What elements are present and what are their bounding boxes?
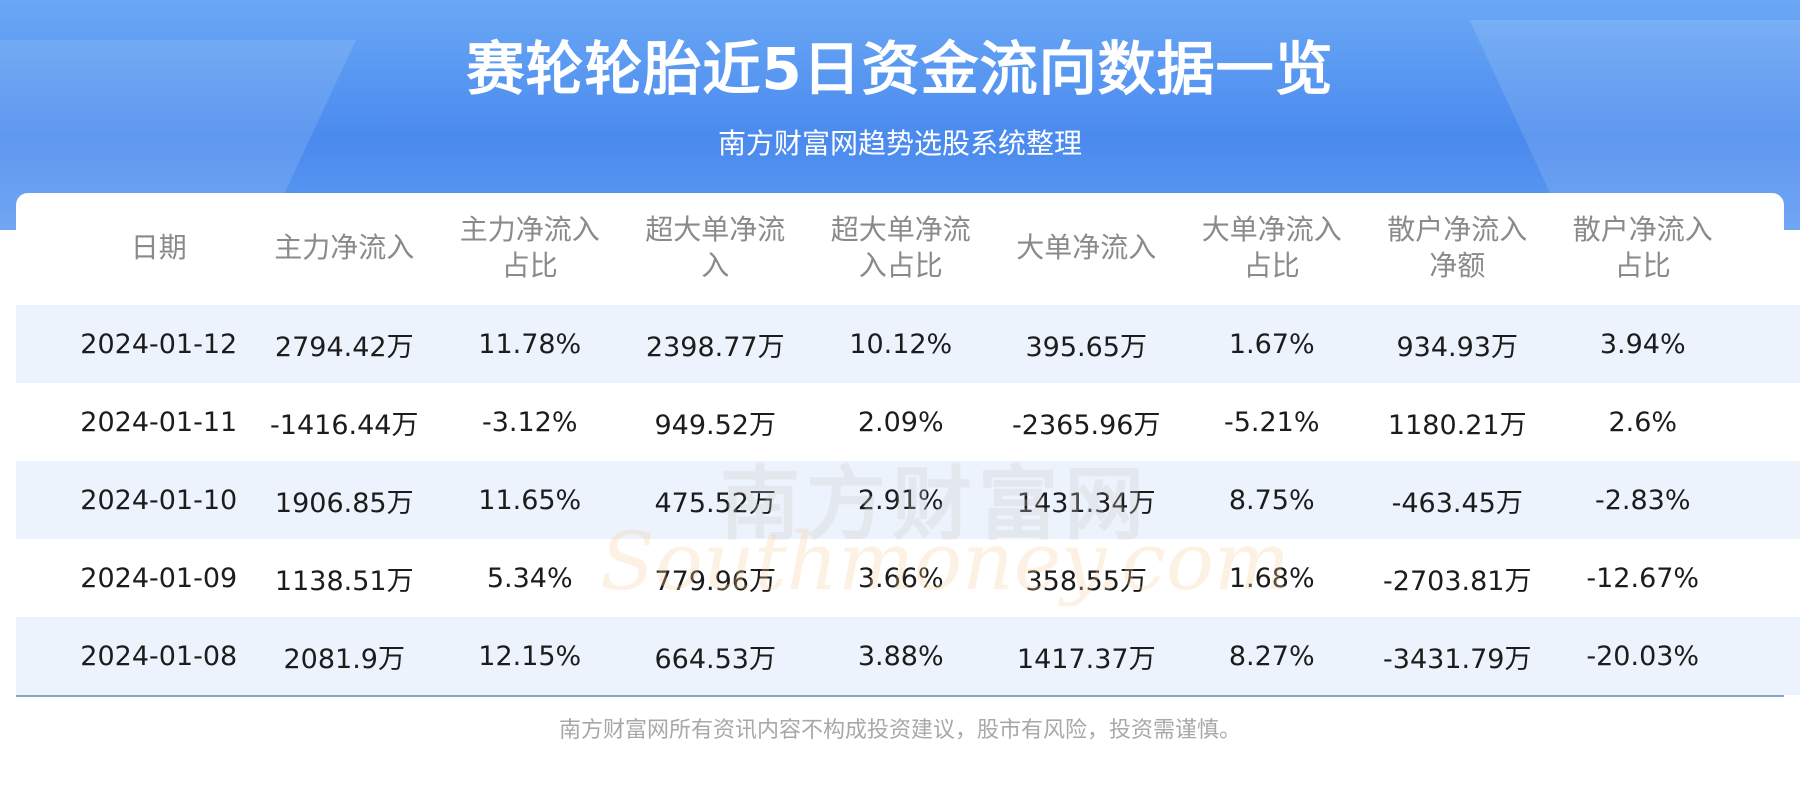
value-cell: 1906.85万 [274,487,414,519]
value-cell: 2081.9万 [283,643,405,675]
date-cell: 2024-01-09 [80,562,238,594]
table-row: 2024-01-08 2081.9万 12.15% 664.53万 3.88% 1417.… [16,617,1800,696]
date-cell: 2024-01-10 [80,484,238,516]
value-cell: -3.12% [481,406,578,438]
value-cell: -5.21% [1223,406,1320,438]
value-cell: 5.34% [486,562,573,594]
value-cell: 779.96万 [654,565,776,597]
date-cell: 2024-01-08 [80,640,238,672]
value-cell: -20.03% [1586,640,1700,672]
value-cell: 2.09% [857,406,944,438]
column-header: 超大单净流入 [645,213,786,282]
column-header: 主力净流入占比 [459,213,600,282]
title: 赛轮轮胎近5日资金流向数据一览 [466,35,1334,103]
header-banner: 赛轮轮胎近5日资金流向数据一览 南方财富网趋势选股系统整理 [0,0,1800,230]
value-cell: 1180.21万 [1387,409,1527,441]
value-cell: 1.68% [1228,562,1315,594]
table-row: 2024-01-11 -1416.44万 -3.12% 949.52万 2.09% -23… [16,383,1800,461]
table-row: 2024-01-12 2794.42万 11.78% 2398.77万 10.12% 39… [16,305,1800,383]
date-cell: 2024-01-11 [80,406,238,438]
value-cell: 475.52万 [654,487,776,519]
value-cell: 664.53万 [654,643,776,675]
value-cell: 10.12% [849,328,953,360]
value-cell: 11.78% [478,328,582,360]
subtitle: 南方财富网趋势选股系统整理 [717,127,1082,160]
value-cell: -1416.44万 [270,409,419,441]
table-row: 2024-01-10 1906.85万 11.65% 475.52万 2.91% 1431… [16,461,1800,540]
value-cell: 2398.77万 [645,331,785,363]
column-header: 超大单净流入占比 [830,213,971,282]
column-header: 大单净流入占比 [1201,213,1342,282]
value-cell: 8.27% [1228,640,1315,672]
column-header: 散户净流入净额 [1387,213,1528,282]
value-cell: 8.75% [1228,484,1315,516]
value-cell: 2.6% [1608,406,1678,438]
value-cell: -2365.96万 [1012,409,1161,441]
value-cell: 12.15% [478,640,582,672]
value-cell: 358.55万 [1025,565,1147,597]
date-cell: 2024-01-12 [80,328,238,360]
value-cell: -463.45万 [1391,487,1523,519]
value-cell: 1431.34万 [1016,487,1156,519]
value-cell: -12.67% [1586,562,1700,594]
header-row: 日期 主力净流入 主力净流入占比 超大单净流入 超大单净流入占比 大单净流入 大单净流入占比… [16,193,1800,303]
value-cell: 395.65万 [1025,331,1147,363]
value-cell: 1138.51万 [274,565,414,597]
value-cell: 949.52万 [654,409,776,441]
value-cell: 3.94% [1599,328,1686,360]
value-cell: 3.88% [857,640,944,672]
table-row: 2024-01-09 1138.51万 5.34% 779.96万 3.66% 358.5… [16,539,1800,617]
value-cell: 2.91% [857,484,944,516]
value-cell: 3.66% [857,562,944,594]
value-cell: 1.67% [1228,328,1315,360]
value-cell: 1417.37万 [1016,643,1156,675]
value-cell: -2703.81万 [1383,565,1532,597]
value-cell: 934.93万 [1396,331,1518,363]
value-cell: 2794.42万 [274,331,414,363]
value-cell: -2.83% [1594,484,1691,516]
table-card: 日期 主力净流入 主力净流入占比 超大单净流入 超大单净流入占比 大单净流入 大单净流入占比… [16,193,1800,697]
column-header: 主力净流入 [274,231,415,264]
value-cell: -3431.79万 [1383,643,1532,675]
value-cell: 11.65% [478,484,582,516]
column-header: 散户净流入占比 [1572,213,1713,282]
column-header: 日期 [130,231,187,264]
column-header: 大单净流入 [1016,231,1157,264]
disclaimer: 南方财富网所有资讯内容不构成投资建议，股市有风险，投资需谨慎。 [558,718,1241,743]
